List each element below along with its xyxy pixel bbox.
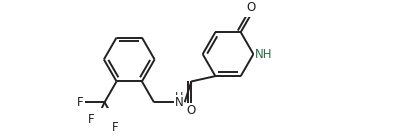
Text: N: N — [175, 96, 184, 109]
Text: NH: NH — [255, 48, 272, 61]
Text: F: F — [112, 121, 118, 134]
Text: O: O — [247, 1, 256, 13]
Text: F: F — [76, 96, 83, 109]
Text: H: H — [175, 92, 183, 102]
Text: O: O — [187, 104, 196, 117]
Text: F: F — [88, 113, 95, 126]
